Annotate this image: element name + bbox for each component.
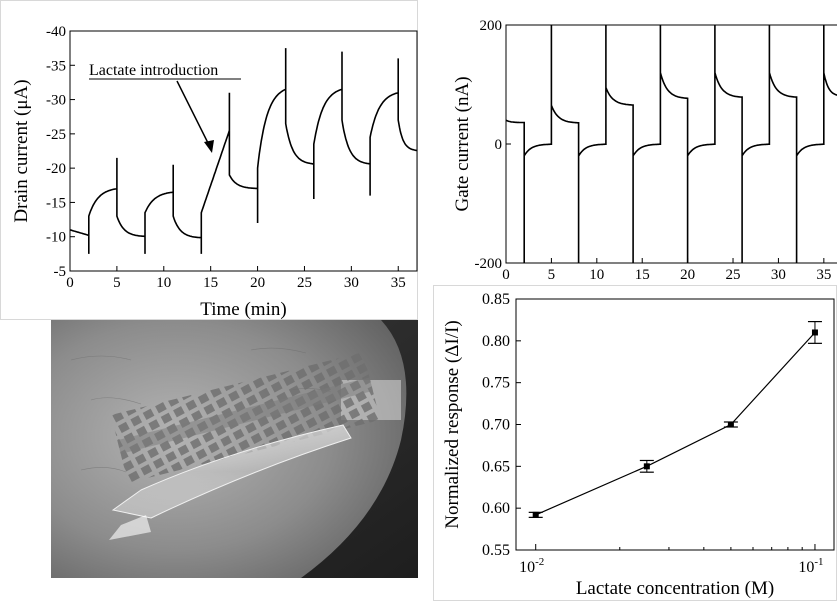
x-tick-label: 10	[156, 275, 171, 291]
x-tick-label: 15	[203, 275, 218, 291]
x-tick-label: 25	[297, 275, 312, 291]
x-axis-label: Time (min)	[200, 299, 286, 320]
x-tick-label: 5	[548, 267, 556, 283]
x-tick-label: 20	[680, 267, 695, 283]
y-tick-label: -10	[46, 230, 66, 246]
x-tick-label: 15	[635, 267, 650, 283]
data-point	[727, 421, 734, 428]
drain-current-panel: 0 5 10 15 20 25 30 35 -5 -10 -15 -20 -25 -30 -35 -40 Tim…	[0, 0, 418, 320]
y-axis-label: Gate current (nA)	[452, 76, 473, 211]
x-tick-label: 35	[816, 267, 831, 283]
x-tick-label: 10	[589, 267, 604, 283]
annotation-arrow-head	[204, 140, 214, 153]
drain-current-chart: 0 5 10 15 20 25 30 35 -5 -10 -15 -20 -25 -30 -35 -40 Tim…	[11, 24, 418, 320]
response-line	[535, 332, 816, 516]
y-tick-label: -5	[54, 264, 67, 280]
x-tick-label: 10-1	[798, 556, 823, 576]
normalized-response-chart: 0.55 0.60 0.65 0.70 0.75 0.80 0.85 10-2 10-1 Lact…	[442, 291, 835, 599]
gate-current-panel: 0 5 10 15 20 25 30 35 -200 0 200 Gate current (nA)	[444, 0, 837, 291]
y-tick-label: 0.80	[482, 333, 510, 350]
x-tick-label: 25	[726, 267, 741, 283]
y-tick-label: 0.55	[482, 542, 510, 559]
y-tick-label: 200	[480, 18, 503, 34]
y-tick-label: -15	[46, 195, 66, 211]
y-tick-label: 0.85	[482, 291, 510, 308]
y-tick-label: -40	[46, 24, 66, 40]
sensor-photo	[51, 320, 418, 578]
data-point	[811, 329, 818, 336]
y-tick-label: -200	[475, 256, 503, 272]
y-tick-label: -35	[46, 58, 66, 74]
data-point	[643, 463, 650, 470]
annotation-lactate-introduction: Lactate introduction	[89, 62, 218, 79]
x-tick-label: 10-2	[519, 556, 544, 576]
y-axis-label: Drain current (μA)	[11, 79, 32, 222]
plot-frame	[515, 298, 835, 551]
y-tick-label: -30	[46, 93, 66, 109]
plot-frame	[505, 24, 837, 264]
current-trace	[505, 25, 837, 263]
y-tick-label: -25	[46, 127, 66, 143]
skin-patch-photo	[51, 320, 418, 578]
x-tick-label: 30	[771, 267, 786, 283]
normalized-response-panel: 0.55 0.60 0.65 0.70 0.75 0.80 0.85 10-2 10-1 Lact…	[433, 285, 837, 601]
y-tick-label: 0.75	[482, 375, 510, 392]
x-tick-label: 0	[502, 267, 510, 283]
annotation-arrow-line	[176, 80, 211, 148]
y-tick-label: -20	[46, 161, 66, 177]
y-tick-label: 0	[495, 137, 503, 153]
current-trace	[69, 48, 417, 254]
x-axis-label: Lactate concentration (M)	[576, 578, 774, 599]
y-axis-label: Normalized response (ΔI/I)	[442, 320, 463, 528]
x-tick-label: 20	[250, 275, 265, 291]
x-tick-label: 0	[66, 275, 74, 291]
data-point	[532, 511, 539, 518]
y-tick-label: 0.70	[482, 417, 510, 434]
x-tick-label: 5	[113, 275, 121, 291]
x-tick-label: 35	[391, 275, 406, 291]
y-tick-label: 0.65	[482, 458, 510, 475]
x-tick-label: 30	[344, 275, 359, 291]
y-tick-label: 0.60	[482, 500, 510, 517]
